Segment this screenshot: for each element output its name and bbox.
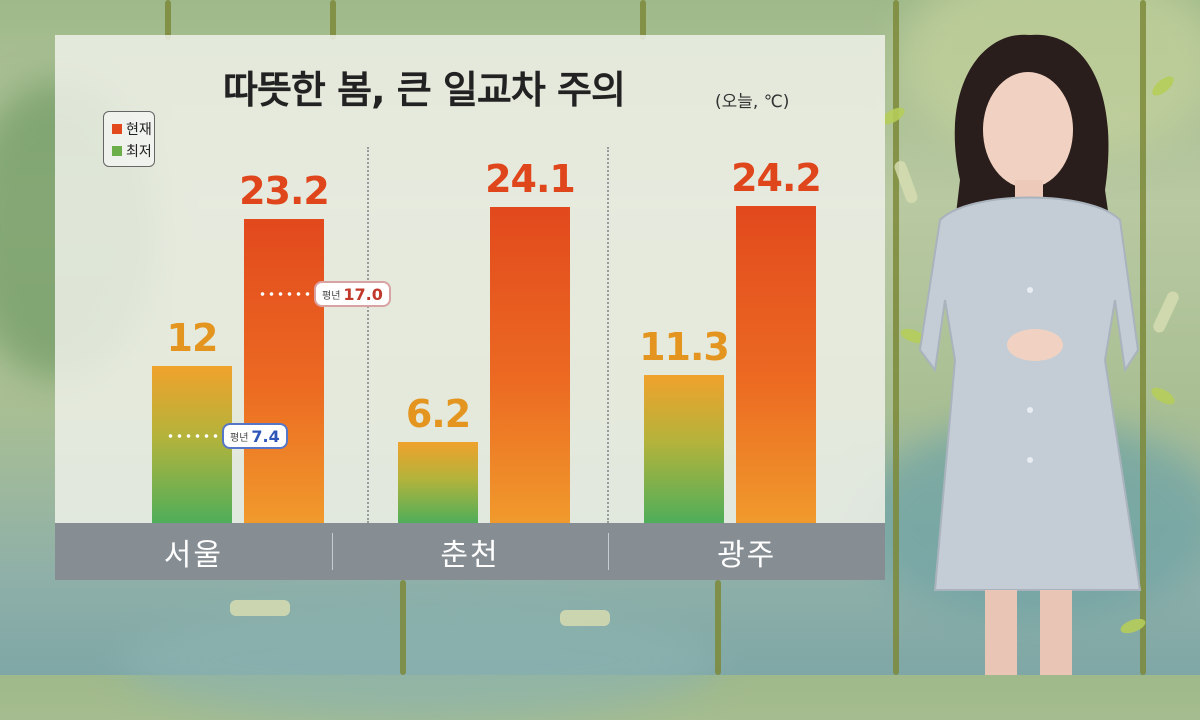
group-divider	[367, 147, 369, 523]
chart-title: 따뜻한 봄, 큰 일교차 주의	[223, 68, 626, 112]
legend: 현재 최저	[103, 111, 155, 167]
presenter-face	[983, 72, 1073, 188]
bar-min	[398, 442, 478, 523]
dress-button	[1027, 287, 1033, 293]
dotted-leader	[258, 291, 310, 297]
avg-annotation-seoul-current: 평년 17.0	[258, 281, 391, 307]
bar-min	[644, 375, 724, 523]
chart-unit: (오늘, ℃)	[715, 92, 790, 112]
legend-label-current: 현재	[126, 122, 152, 138]
legend-item-min: 최저	[112, 141, 152, 161]
legend-swatch-min	[112, 146, 122, 156]
presenter-leg	[985, 590, 1017, 675]
bar-current	[244, 219, 324, 523]
legend-item-current: 현재	[112, 119, 152, 139]
category-label: 서울	[163, 537, 223, 573]
dress-button	[1027, 457, 1033, 463]
bar-current	[736, 206, 816, 523]
bar-value-label: 11.3	[639, 325, 730, 369]
bar-current	[490, 207, 570, 523]
dotted-leader	[166, 433, 218, 439]
category-band: 서울 춘천 광주	[55, 523, 885, 580]
presenter-dress	[918, 196, 1142, 591]
bar-value-label: 24.2	[731, 156, 822, 200]
group-divider	[607, 147, 609, 523]
avg-key: 평년	[230, 432, 249, 444]
weather-presenter	[918, 34, 1142, 675]
avg-value: 7.4	[251, 426, 280, 446]
dress-button	[1027, 407, 1033, 413]
legend-swatch-current	[112, 124, 122, 134]
bar-min	[152, 366, 232, 523]
legend-label-min: 최저	[126, 144, 152, 160]
bar-value-label: 24.1	[485, 157, 576, 201]
avg-tag: 평년 17.0	[314, 281, 391, 307]
avg-key: 평년	[322, 290, 341, 302]
bar-value-label: 12	[166, 316, 219, 360]
avg-tag: 평년 7.4	[222, 423, 288, 449]
bar-value-label: 6.2	[405, 392, 471, 436]
chart-panel: 따뜻한 봄, 큰 일교차 주의 (오늘, ℃) 현재 최저 12 23.2 6.2 2…	[55, 35, 885, 580]
presenter-leg	[1040, 590, 1072, 675]
category-label: 광주	[608, 523, 885, 580]
avg-value: 17.0	[343, 284, 383, 304]
presenter-hands	[1007, 329, 1063, 361]
avg-annotation-seoul-min: 평년 7.4	[166, 423, 288, 449]
category-label: 춘천	[331, 523, 609, 580]
bar-value-label: 23.2	[239, 169, 330, 213]
